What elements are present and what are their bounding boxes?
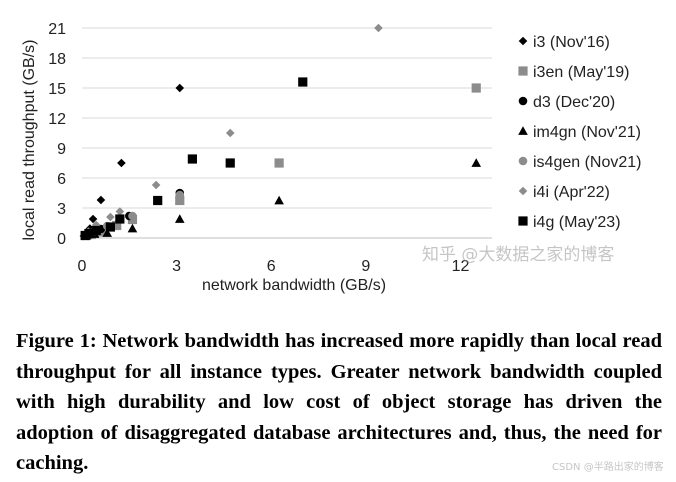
legend-label: im4gn (Nov'21) — [533, 124, 641, 141]
legend-item: i4i (Apr'22) — [518, 184, 610, 201]
scatter-chart: 0 3 6 9 12 15 18 21 0 3 6 9 12 network bandwidth (G… — [21, 21, 642, 294]
y-tick-label: 3 — [57, 201, 66, 218]
legend-label: i3 (Nov'16) — [533, 34, 610, 51]
data-point — [187, 154, 197, 164]
legend-label: i4i (Apr'22) — [533, 184, 610, 201]
legend-label: is4gen (Nov21) — [533, 154, 642, 171]
legend-item: i3 (Nov'16) — [518, 34, 610, 51]
data-point — [151, 180, 161, 190]
legend-marker — [518, 66, 528, 76]
data-point — [117, 158, 126, 168]
x-tick-labels: 0 3 6 9 12 — [78, 258, 470, 275]
legend-item: i3en (May'19) — [518, 64, 629, 81]
x-tick-label: 12 — [452, 258, 470, 275]
data-point — [106, 212, 115, 222]
y-tick-label: 9 — [57, 141, 66, 158]
legend-marker — [518, 126, 528, 135]
data-point — [175, 83, 185, 93]
data-point — [115, 214, 125, 224]
data-point — [225, 158, 235, 168]
legend-marker — [518, 36, 528, 46]
y-tick-label: 0 — [57, 231, 66, 248]
data-point — [84, 228, 94, 239]
legend-label: i3en (May'19) — [533, 64, 629, 81]
watermark-sub: CSDN @半路出家的博客 — [552, 462, 664, 473]
data-point — [374, 23, 383, 33]
legend-marker — [518, 96, 528, 106]
x-tick-label: 6 — [267, 258, 276, 275]
data-point — [128, 211, 137, 221]
y-tick-label: 12 — [48, 111, 66, 128]
data-point — [88, 214, 98, 224]
data-points — [79, 23, 482, 241]
legend-item: is4gen (Nov21) — [518, 154, 642, 171]
data-point — [91, 225, 101, 236]
data-point — [127, 223, 138, 233]
data-point — [298, 77, 308, 87]
data-point — [274, 195, 284, 205]
legend-label: i4g (May'23) — [533, 214, 621, 231]
x-tick-label: 3 — [172, 258, 181, 275]
data-point — [153, 195, 163, 206]
data-point — [471, 158, 482, 167]
legend-label: d3 (Dec'20) — [533, 94, 615, 111]
y-tick-label: 6 — [57, 171, 66, 188]
data-point — [471, 83, 481, 93]
y-tick-label: 15 — [48, 81, 66, 98]
data-point — [175, 190, 185, 200]
legend-marker — [518, 186, 528, 196]
x-tick-label: 9 — [361, 258, 370, 275]
figure-caption: Figure 1: Network bandwidth has increase… — [16, 330, 662, 474]
data-point — [274, 158, 284, 168]
y-tick-labels: 0 3 6 9 12 15 18 21 — [48, 21, 66, 248]
y-axis-label: local read throughput (GB/s) — [21, 40, 38, 241]
data-point — [112, 220, 122, 231]
legend-item: d3 (Dec'20) — [518, 94, 615, 111]
series-3 — [81, 158, 482, 240]
legend-marker — [518, 216, 528, 226]
legend-item: im4gn (Nov'21) — [518, 124, 641, 141]
legend-marker — [518, 156, 528, 166]
series-6 — [80, 77, 308, 241]
series-5 — [84, 23, 383, 236]
legend-item: i4g (May'23) — [518, 214, 621, 231]
data-point — [102, 228, 113, 237]
series-1 — [81, 83, 481, 241]
grid-lines — [82, 27, 492, 209]
y-tick-label: 18 — [48, 51, 66, 68]
watermark-main: 知乎 @大数据之家的博客 — [422, 245, 615, 265]
x-axis-label: network bandwidth (GB/s) — [202, 277, 386, 294]
x-tick-label: 0 — [78, 258, 87, 275]
data-point — [115, 207, 125, 216]
data-point — [175, 195, 185, 206]
data-point — [174, 214, 185, 223]
data-point — [105, 222, 115, 232]
data-point — [96, 195, 106, 205]
data-point — [225, 128, 235, 138]
legend: i3 (Nov'16) i3en (May'19) d3 (Dec'20) im4gn… — [518, 34, 642, 231]
y-tick-label: 21 — [48, 21, 66, 38]
